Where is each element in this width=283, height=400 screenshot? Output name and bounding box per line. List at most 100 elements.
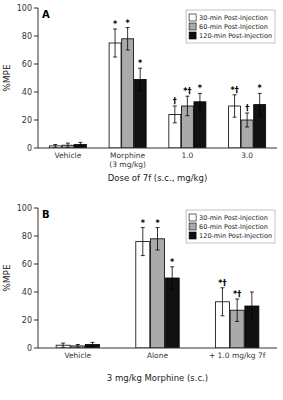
y-tick-label: 0 — [27, 144, 32, 153]
x-tick-label-line: 1.0 — [181, 151, 193, 160]
legend: 30-min Post-Injection60-min Post-Injecti… — [186, 210, 275, 243]
error-cap — [53, 144, 57, 145]
annotation: *† — [183, 87, 191, 96]
error-bar — [173, 106, 177, 123]
error-stem — [140, 68, 141, 90]
error-bar — [235, 299, 239, 321]
legend-swatch — [189, 214, 196, 221]
bar — [136, 242, 150, 348]
marks — [56, 228, 259, 348]
error-stem — [251, 292, 252, 320]
y-tick — [34, 36, 38, 37]
y-tick — [34, 348, 38, 349]
bar — [122, 39, 134, 148]
legend-swatch — [189, 223, 196, 230]
error-cap — [173, 122, 177, 123]
x-tick-label: + 1.0 mg/kg 7f — [209, 351, 266, 360]
panel-label: A — [42, 9, 50, 20]
error-cap — [235, 321, 239, 322]
legend-label: 30-min Post-Injection — [199, 214, 268, 222]
error-cap — [126, 50, 130, 51]
legend-swatch — [189, 32, 196, 39]
y-tick-label: 20 — [22, 116, 32, 125]
annotation: * — [126, 19, 131, 28]
annotation: * — [170, 258, 175, 267]
error-stem — [157, 228, 158, 250]
y-tick — [34, 92, 38, 93]
error-bar — [61, 343, 65, 347]
error-bar — [258, 93, 262, 115]
error-cap — [113, 57, 117, 58]
error-cap — [170, 289, 174, 290]
y-tick — [34, 292, 38, 293]
x-tick-label-line: + 1.0 mg/kg 7f — [209, 351, 266, 360]
error-stem — [55, 145, 56, 148]
panel: 020406080100%MPEVehicleAlone+ 1.0 mg/kg … — [2, 204, 277, 383]
error-cap — [141, 255, 145, 256]
error-stem — [80, 142, 81, 146]
annotation: * — [198, 84, 203, 93]
y-tick-label: 80 — [22, 232, 32, 241]
y-axis-label: %MPE — [2, 264, 12, 292]
y-tick-label: 60 — [22, 60, 32, 69]
y-tick-label: 40 — [22, 88, 32, 97]
x-tick-label-line: Vehicle — [54, 151, 81, 160]
error-cap — [156, 250, 160, 251]
panel: 020406080100%MPEVehicleMorphine(3 mg/kg)… — [2, 4, 277, 183]
y-tick — [34, 120, 38, 121]
x-tick-label-line: Morphine — [110, 151, 145, 160]
error-bar — [233, 95, 237, 117]
error-cap — [78, 146, 82, 147]
legend-label: 120-min Post-Injection — [199, 232, 272, 240]
error-bar — [250, 292, 254, 320]
error-stem — [237, 299, 238, 321]
annotation: *† — [233, 290, 241, 299]
bar — [109, 43, 121, 148]
error-stem — [234, 95, 235, 117]
error-bar — [113, 29, 117, 57]
legend: 30-min Post-Injection60-min Post-Injecti… — [186, 10, 275, 43]
error-bar — [170, 267, 174, 289]
error-cap — [91, 342, 95, 343]
legend-label: 30-min Post-Injection — [199, 14, 268, 22]
x-tick-label-line: Alone — [147, 351, 169, 360]
error-stem — [247, 113, 248, 127]
bar — [151, 239, 165, 348]
y-axis-line — [38, 8, 39, 148]
x-tick-label: 3.0 — [241, 151, 253, 160]
error-bar — [245, 113, 249, 127]
x-axis-line — [38, 348, 277, 349]
y-tick — [34, 236, 38, 237]
error-stem — [115, 29, 116, 57]
error-cap — [233, 117, 237, 118]
error-cap — [250, 292, 254, 293]
error-bar — [126, 28, 130, 50]
legend-swatch — [189, 232, 196, 239]
error-stem — [92, 342, 93, 346]
error-stem — [77, 345, 78, 348]
error-cap — [138, 90, 142, 91]
error-cap — [61, 343, 65, 344]
error-bar — [220, 288, 224, 316]
error-bar — [138, 68, 142, 90]
y-tick — [34, 320, 38, 321]
annotation: * — [141, 219, 146, 228]
error-cap — [220, 315, 224, 316]
y-tick — [34, 208, 38, 209]
figure: 020406080100%MPEVehicleMorphine(3 mg/kg)… — [0, 0, 283, 400]
y-tick-label: 40 — [22, 288, 32, 297]
panel-label: B — [42, 209, 50, 220]
x-tick-label: 1.0 — [181, 151, 193, 160]
x-tick-label: Morphine(3 mg/kg) — [109, 151, 146, 169]
error-stem — [172, 267, 173, 289]
legend-label: 60-min Post-Injection — [199, 223, 268, 231]
legend-label: 120-min Post-Injection — [199, 32, 272, 40]
legend-swatch — [189, 23, 196, 30]
y-tick-label: 60 — [22, 260, 32, 269]
error-cap — [185, 115, 189, 116]
x-tick-label-line: Vehicle — [64, 351, 91, 360]
error-bar — [198, 93, 202, 110]
error-bar — [53, 145, 57, 148]
annotation: * — [113, 20, 118, 29]
error-bar — [66, 143, 70, 147]
